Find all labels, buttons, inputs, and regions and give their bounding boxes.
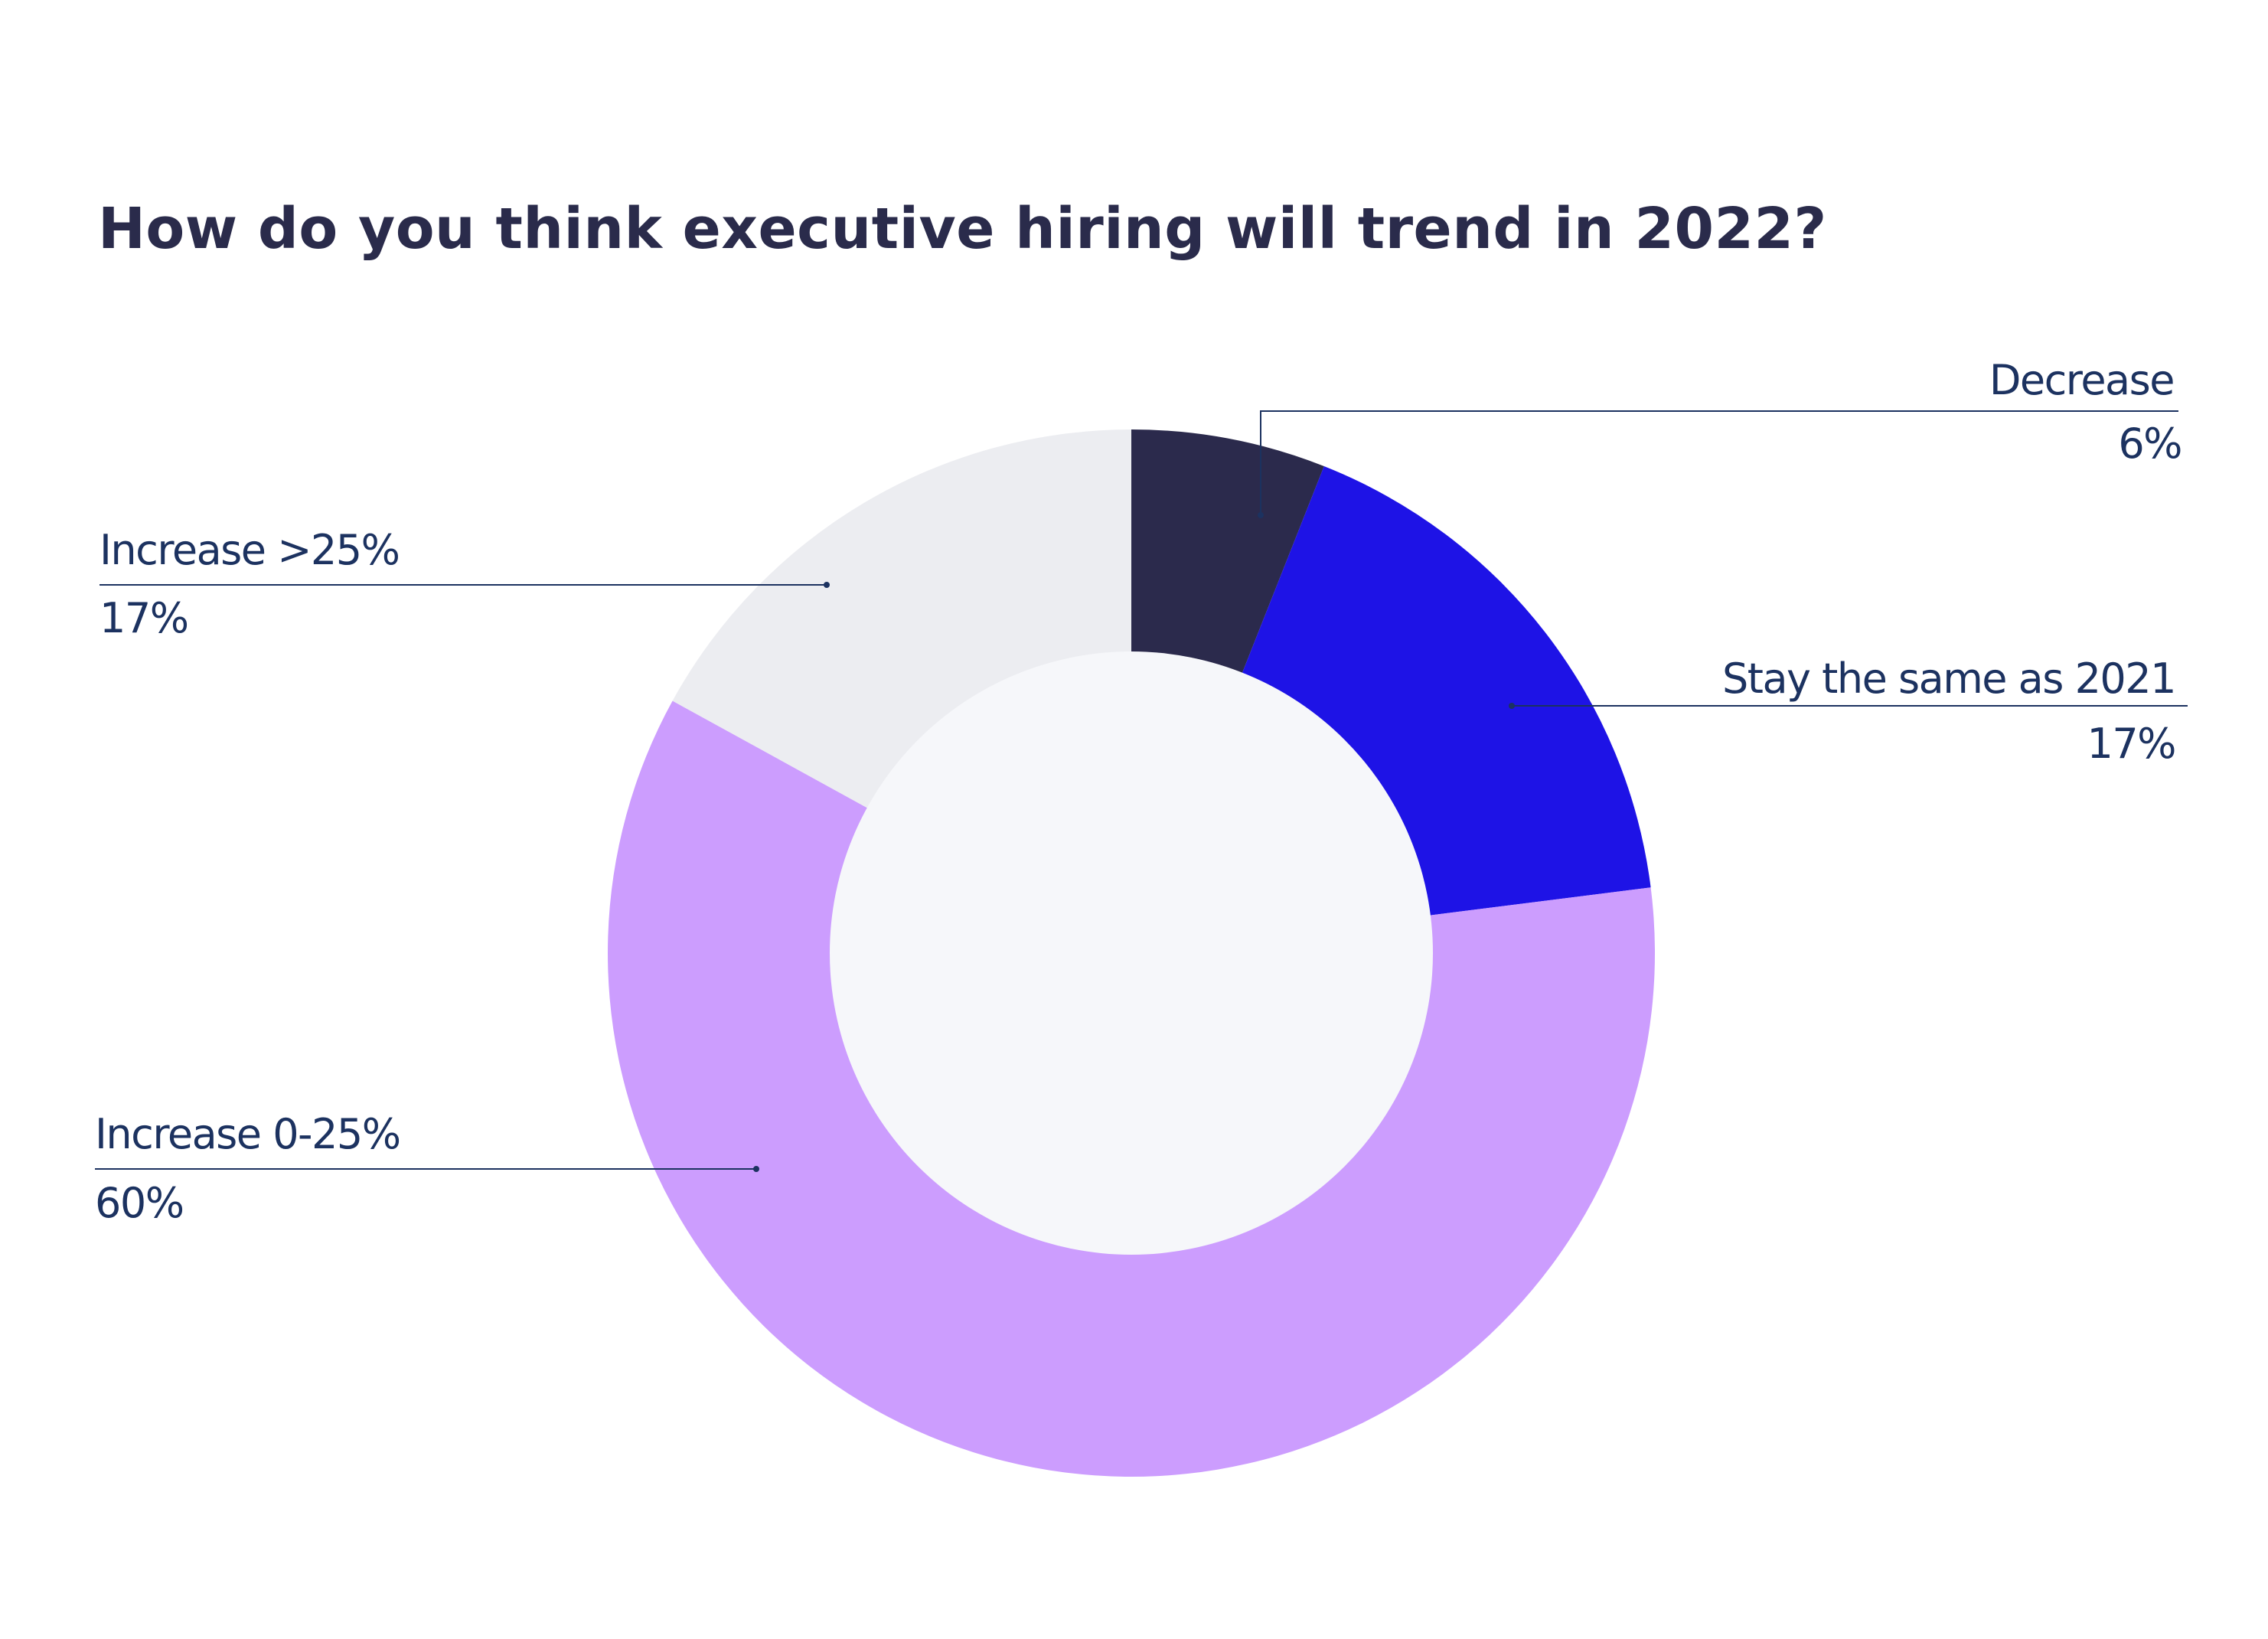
slice-value-decrease: 6%: [2118, 420, 2182, 468]
label-increase-gt-25: Increase >25% 17%: [100, 526, 830, 642]
chart-title: How do you think executive hiring will t…: [98, 196, 1827, 262]
slice-label-increase-gt-25: Increase >25%: [100, 526, 399, 574]
leader-dot-increase-0-25: [753, 1166, 759, 1172]
slice-label-decrease: Decrease: [1989, 356, 2174, 404]
leader-dot-stay-the-same: [1509, 703, 1515, 709]
leader-dot-decrease: [1258, 512, 1264, 518]
donut-hole: [830, 651, 1433, 1255]
leader-line-decrease: [1260, 410, 2178, 515]
label-decrease: Decrease 6%: [1258, 356, 2183, 518]
slice-label-increase-0-25: Increase 0-25%: [95, 1110, 400, 1158]
label-increase-0-25: Increase 0-25% 60%: [95, 1110, 759, 1227]
slice-value-increase-gt-25: 17%: [100, 594, 188, 642]
slice-value-stay-the-same: 17%: [2087, 720, 2175, 768]
label-stay-the-same: Stay the same as 2021 17%: [1509, 655, 2188, 768]
leader-dot-increase-gt-25: [824, 582, 830, 588]
slice-value-increase-0-25: 60%: [95, 1179, 184, 1227]
slice-label-stay-the-same: Stay the same as 2021: [1722, 655, 2175, 703]
